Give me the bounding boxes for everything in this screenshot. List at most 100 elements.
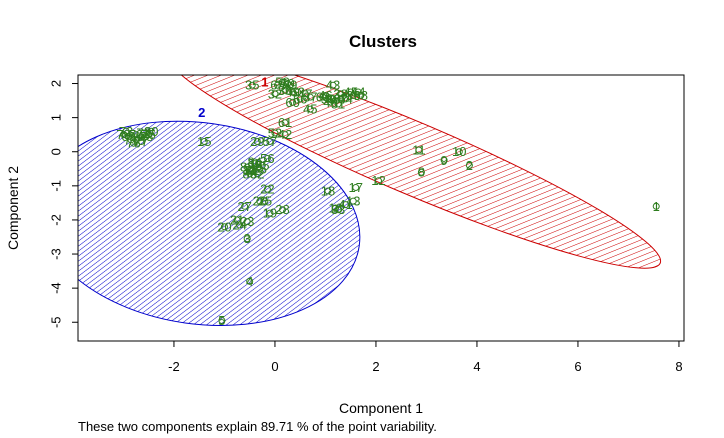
data-point: 13 [346, 194, 360, 209]
point-marker [337, 95, 345, 103]
point-label: 19 [263, 206, 277, 221]
point-marker [296, 95, 304, 103]
point-marker [243, 163, 251, 171]
point-label: 20 [217, 219, 231, 234]
point-label: 10 [452, 144, 466, 159]
point-marker [256, 165, 264, 173]
y-tick-label: -4 [49, 282, 64, 294]
point-marker [347, 88, 355, 96]
point-marker [337, 90, 345, 98]
y-tick-label: -1 [49, 180, 64, 192]
point-label: 28 [275, 202, 289, 217]
point-label: 77 [134, 134, 148, 149]
point-label: 52 [268, 125, 282, 140]
point-marker [218, 317, 226, 325]
point-marker [324, 187, 332, 195]
y-axis-label: Component 2 [5, 166, 21, 250]
y-tick-label: -3 [49, 248, 64, 260]
point-marker [281, 86, 289, 94]
point-marker [241, 202, 249, 210]
point-marker [256, 197, 264, 205]
point-label: 74 [131, 131, 145, 146]
point-label: 51 [331, 96, 345, 111]
data-point: 67 [333, 91, 347, 106]
data-point: 4 [246, 274, 253, 289]
point-marker [465, 161, 473, 169]
point-marker [271, 90, 279, 98]
point-label: 58 [275, 74, 289, 89]
point-label: 47 [298, 86, 312, 101]
point-marker [200, 138, 208, 145]
point-label: 26 [253, 194, 267, 209]
data-point: 29 [250, 134, 264, 149]
point-label: 80 [144, 124, 158, 139]
point-marker [329, 81, 337, 89]
point-label: 57 [263, 134, 277, 149]
data-point: 42 [278, 127, 292, 142]
point-marker [289, 98, 297, 106]
point-marker [246, 170, 254, 178]
data-point: 47 [298, 86, 312, 101]
point-marker [266, 138, 274, 145]
y-tick-label: 0 [49, 148, 64, 155]
point-label: 54 [351, 85, 365, 100]
point-marker [142, 132, 150, 140]
y-tick-label: -5 [49, 316, 64, 328]
point-marker [281, 131, 289, 139]
point-label: 78 [139, 129, 153, 144]
data-point: 35 [245, 78, 259, 93]
point-label: 32 [268, 86, 282, 101]
cluster-center-label-1: 1 [261, 74, 268, 89]
data-point: 56 [260, 151, 274, 166]
point-marker [236, 221, 244, 229]
point-marker [279, 78, 287, 86]
data-point: 2 [466, 158, 473, 173]
x-axis-label: Component 1 [339, 400, 423, 416]
point-label: 24 [232, 218, 246, 233]
point-marker [301, 90, 309, 98]
point-marker [281, 119, 289, 127]
x-tick-label: 4 [473, 359, 480, 374]
point-marker [352, 184, 360, 192]
point-label: 18 [321, 183, 335, 198]
point-label: 66 [293, 91, 307, 106]
data-point: 41 [338, 197, 352, 212]
data-point: 57 [263, 134, 277, 149]
point-label: 37 [303, 90, 317, 105]
data-point: 17 [349, 180, 363, 195]
y-tick-label: 2 [49, 80, 64, 87]
point-label: 21 [230, 212, 244, 227]
data-point: 3 [244, 231, 251, 246]
data-point: 63 [316, 90, 330, 105]
x-tick-label: 8 [675, 359, 682, 374]
point-marker [329, 95, 337, 103]
point-label: 71 [124, 132, 138, 147]
cluster-ellipse-1 [166, 75, 662, 269]
point-label: 41 [338, 197, 352, 212]
data-point: 18 [321, 183, 335, 198]
point-label: 35 [245, 78, 259, 93]
variability-note: These two components explain 89.71 % of … [78, 419, 437, 434]
point-marker [130, 139, 138, 147]
data-point: 80 [144, 124, 158, 139]
point-marker [263, 185, 271, 193]
point-label: 63 [316, 90, 330, 105]
data-point: 25 [258, 194, 272, 209]
point-label: 73 [119, 124, 133, 139]
cluster-centers: 12 [198, 74, 268, 120]
point-marker [248, 81, 256, 89]
data-point: 5 [218, 313, 225, 328]
data-point: 79 [116, 127, 130, 142]
point-label: 15 [197, 134, 211, 149]
y-tick-label: 1 [49, 114, 64, 121]
point-label: 27 [237, 199, 251, 214]
point-label: 76 [126, 136, 140, 151]
point-marker [342, 201, 350, 209]
point-label: 53 [321, 91, 335, 106]
point-label: 60 [285, 95, 299, 110]
point-marker [253, 138, 261, 145]
data-point: 9 [441, 153, 448, 168]
point-marker [455, 148, 463, 156]
point-label: 67 [333, 91, 347, 106]
point-label: 9 [441, 153, 448, 168]
